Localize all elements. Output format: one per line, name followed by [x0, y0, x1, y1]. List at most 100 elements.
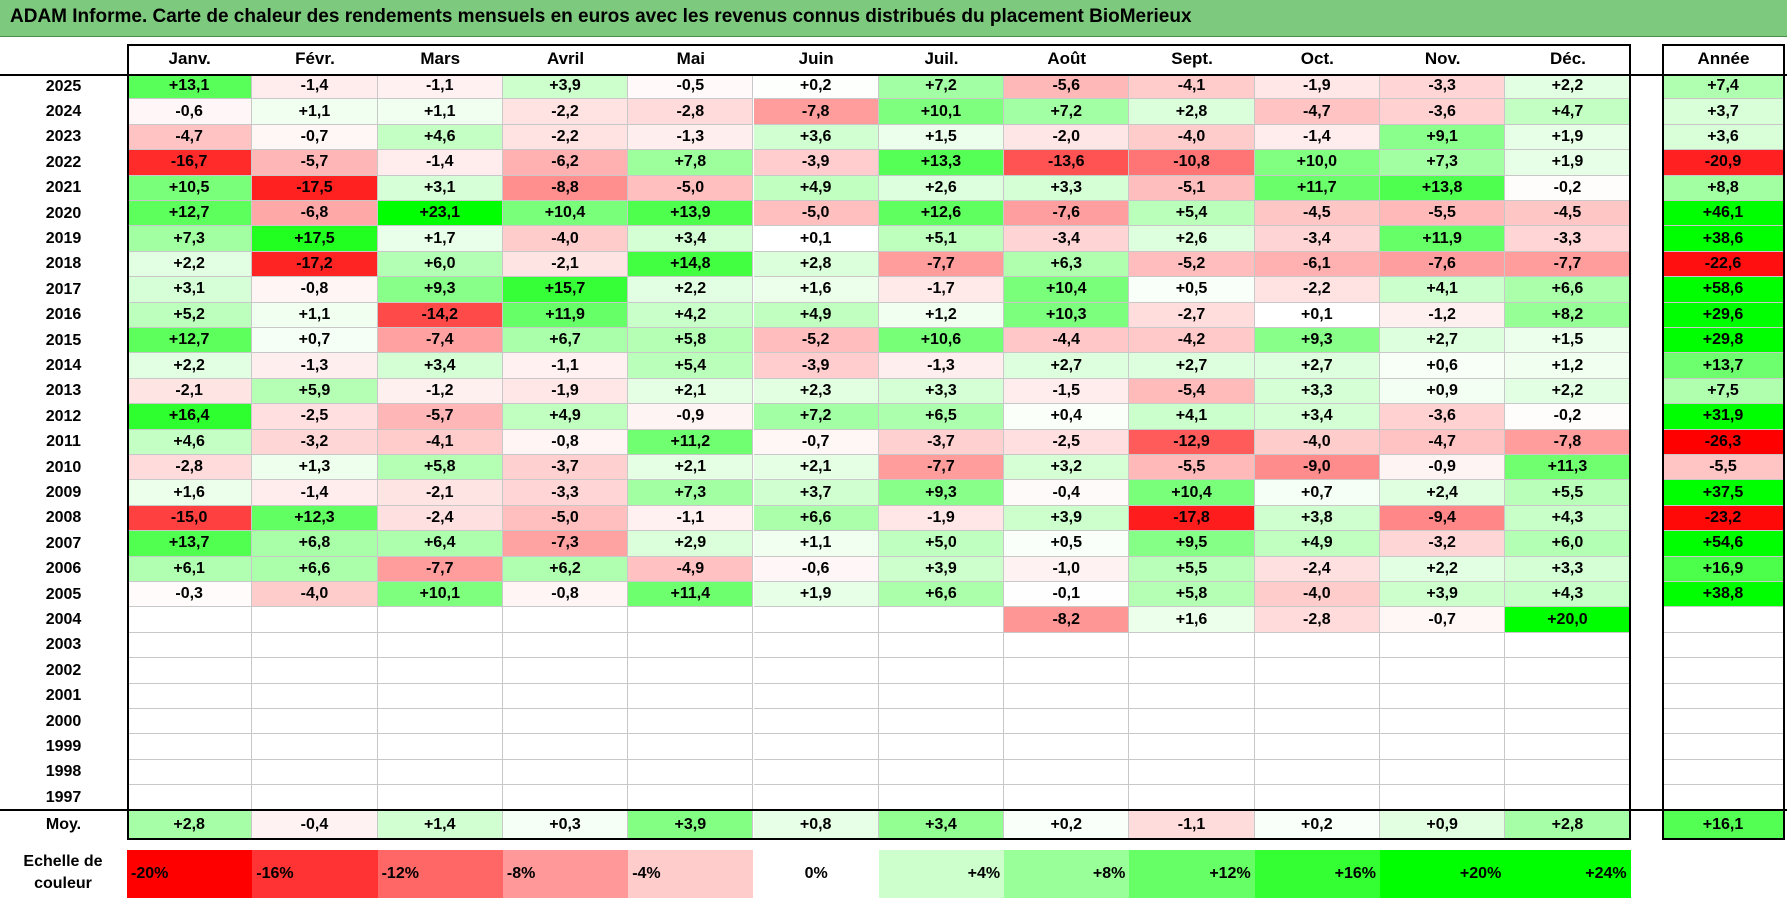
heatmap-cell: [1380, 632, 1506, 659]
color-scale-label: Echelle de couleur: [2, 851, 124, 895]
heatmap-cell: +6,0: [377, 251, 503, 278]
heatmap-cell: [1129, 734, 1255, 760]
annual-cell: -5,5: [1662, 455, 1785, 481]
heatmap-cell: [502, 759, 629, 786]
color-scale-step: +16%: [1254, 850, 1380, 898]
heatmap-cell: -2,2: [1254, 277, 1380, 303]
heatmap-cell: [502, 709, 629, 735]
heatmap-cell: -3,7: [502, 455, 629, 481]
annual-cell: [1662, 709, 1785, 735]
column-header: Sept.: [1171, 49, 1213, 68]
heatmap-cell: -2,5: [252, 404, 378, 430]
heatmap-cell: +0,5: [1004, 531, 1130, 557]
heatmap-cell: [753, 734, 879, 760]
heatmap-cell: -3,2: [252, 429, 378, 455]
heatmap-cell: +3,9: [1004, 505, 1130, 532]
heatmap-cell: +4,9: [502, 404, 629, 430]
heatmap-cell: +3,2: [1004, 455, 1130, 481]
heatmap-cell: +5,1: [878, 226, 1005, 252]
heatmap-cell: +3,4: [377, 353, 503, 379]
heatmap-cell: -6,8: [252, 201, 378, 227]
heatmap-cell: +7,3: [628, 480, 754, 506]
heatmap-cell: +11,7: [1254, 175, 1380, 201]
annual-cell: [1662, 658, 1785, 684]
heatmap-cell: +3,9: [1380, 582, 1506, 608]
color-scale-label-line1: Echelle de: [23, 853, 103, 870]
heatmap-cell: +6,6: [252, 556, 378, 582]
annual-cell: +54,6: [1662, 531, 1785, 557]
heatmap-cell: +6,5: [878, 404, 1005, 430]
heatmap-cell: +5,8: [1129, 582, 1255, 608]
heatmap-cell: -7,7: [878, 455, 1005, 481]
heatmap-cell: -3,3: [1380, 74, 1506, 100]
column-header: Juil.: [924, 49, 959, 68]
heatmap-cell: -5,5: [1129, 455, 1255, 481]
heatmap-cell: +6,1: [127, 556, 253, 582]
heatmap-cell: +9,3: [1254, 328, 1380, 354]
heatmap-cell: [252, 759, 378, 786]
heatmap-cell: +11,2: [628, 429, 754, 455]
heatmap-cell: -2,2: [502, 99, 629, 125]
heatmap-cell: [1380, 683, 1506, 709]
heatmap-cell: [502, 683, 629, 709]
average-label: Moy.: [45, 816, 82, 833]
heatmap-cell: -2,5: [1004, 429, 1130, 455]
heatmap-cell: +6,2: [502, 556, 629, 582]
heatmap-cell: [753, 759, 879, 786]
heatmap-cell: +0,5: [1129, 277, 1255, 303]
heatmap-cell: -4,0: [502, 226, 629, 252]
heatmap-cell: [1004, 785, 1130, 811]
heatmap-cell: -5,0: [753, 201, 879, 227]
heatmap-cell: +12,6: [878, 201, 1005, 227]
heatmap-cell: -1,3: [628, 124, 754, 151]
heatmap-cell: +2,9: [628, 531, 754, 557]
color-scale-step: +24%: [1505, 850, 1631, 898]
heatmap-cell: -3,6: [1380, 404, 1506, 430]
row-year-label: 2013: [45, 382, 82, 400]
heatmap-cell: [252, 683, 378, 709]
color-scale-label-line2: couleur: [34, 875, 92, 892]
heatmap-cell: -7,6: [1380, 251, 1506, 278]
row-year-label: 2006: [45, 560, 82, 578]
heatmap-cell: -2,1: [502, 251, 629, 278]
heatmap-cell: [1254, 632, 1380, 659]
heatmap-cell: -13,6: [1004, 150, 1130, 176]
heatmap-cell: -1,7: [878, 277, 1005, 303]
heatmap-cell: +7,2: [1004, 99, 1130, 125]
heatmap-cell: -3,9: [753, 353, 879, 379]
heatmap-cell: -2,2: [502, 124, 629, 151]
heatmap-cell: +2,2: [127, 251, 253, 278]
heatmap-cell: -2,4: [377, 505, 503, 532]
row-year-label: 2019: [45, 230, 82, 248]
heatmap-cell: [878, 683, 1005, 709]
heatmap-cell: [753, 607, 879, 633]
heatmap-cell: +6,6: [753, 505, 879, 532]
heatmap-cell: -17,8: [1129, 505, 1255, 532]
row-year-label: 2012: [45, 407, 82, 425]
heatmap-cell: -5,2: [753, 328, 879, 354]
heatmap-cell: +3,8: [1254, 505, 1380, 532]
annual-cell: -26,3: [1662, 429, 1785, 455]
heatmap-cell: -2,4: [1254, 556, 1380, 582]
annual-cell: [1662, 632, 1785, 659]
average-cell: -1,1: [1129, 810, 1255, 840]
heatmap-cell: +3,7: [753, 480, 879, 506]
heatmap-cell: [377, 632, 503, 659]
heatmap-cell: -2,8: [628, 99, 754, 125]
heatmap-cell: +5,8: [628, 328, 754, 354]
row-year-label: 2016: [45, 306, 82, 324]
heatmap-cell: -4,5: [1505, 201, 1631, 227]
heatmap-cell: +5,5: [1505, 480, 1631, 506]
row-year-label: 2008: [45, 509, 82, 527]
heatmap-cell: +4,9: [1254, 531, 1380, 557]
heatmap-cell: -4,2: [1129, 328, 1255, 354]
heatmap-cell: -7,8: [1505, 429, 1631, 455]
heatmap-cell: [252, 785, 378, 811]
heatmap-cell: [628, 632, 754, 659]
heatmap-cell: +4,9: [753, 302, 879, 328]
heatmap-cell: +7,3: [127, 226, 253, 252]
heatmap-cell: +6,0: [1505, 531, 1631, 557]
average-cell: +3,9: [628, 810, 754, 840]
heatmap-cell: [1004, 658, 1130, 684]
column-header: Avril: [546, 49, 585, 68]
